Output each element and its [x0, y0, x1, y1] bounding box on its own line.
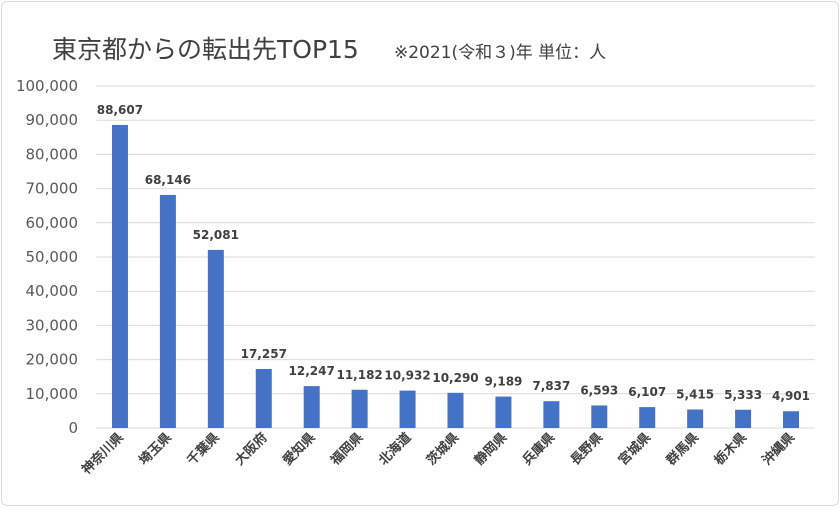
y-tick-label: 10,000	[26, 385, 79, 403]
bar	[207, 249, 224, 428]
bar	[591, 405, 608, 428]
data-label: 5,333	[724, 388, 762, 402]
y-tick-label: 90,000	[26, 111, 79, 129]
y-tick-label: 60,000	[26, 214, 79, 232]
bar	[111, 124, 128, 429]
data-label: 17,257	[241, 347, 287, 361]
y-tick-label: 50,000	[26, 248, 79, 266]
bars	[111, 124, 800, 429]
data-label: 7,837	[532, 379, 570, 393]
chart-title: 東京都からの転出先TOP15	[52, 35, 359, 64]
category-label: 千葉県	[184, 430, 223, 469]
data-label: 52,081	[193, 228, 239, 242]
bar	[783, 411, 800, 428]
data-label: 11,182	[336, 368, 382, 382]
bar	[735, 409, 752, 428]
category-label: 茨城県	[423, 430, 462, 469]
bar	[687, 409, 704, 428]
category-label: 福岡県	[327, 430, 367, 470]
bar	[447, 392, 464, 428]
y-tick-label: 100,000	[16, 77, 78, 95]
category-label: 兵庫県	[519, 430, 558, 469]
y-axis-ticks: 0 10,000 20,000 30,000 40,000 50,000 60,000 70,…	[16, 77, 78, 437]
data-label: 12,247	[289, 364, 335, 378]
category-label: 群馬県	[663, 430, 702, 469]
data-label: 88,607	[97, 103, 143, 117]
y-tick-label: 40,000	[26, 282, 79, 300]
data-label: 4,901	[772, 389, 810, 403]
bar	[303, 386, 320, 428]
category-label: 宮城県	[615, 430, 654, 469]
data-label: 6,593	[580, 383, 618, 397]
category-label: 沖縄県	[759, 430, 798, 469]
data-label: 68,146	[145, 173, 191, 187]
category-label: 大阪府	[232, 430, 271, 469]
bar	[159, 194, 176, 428]
category-label: 神奈川県	[79, 430, 127, 478]
y-tick-label: 70,000	[26, 180, 79, 198]
bar	[495, 396, 512, 428]
bar	[543, 401, 560, 428]
category-label: 埼玉県	[136, 430, 175, 469]
y-tick-label: 20,000	[26, 351, 79, 369]
category-label: 北海道	[375, 430, 414, 469]
data-label: 10,932	[384, 369, 430, 383]
chart-subtitle: ※2021(令和３)年 単位：人	[394, 43, 607, 63]
y-tick-label: 0	[68, 419, 78, 437]
x-axis-categories: 神奈川県 埼玉県 千葉県 大阪府 愛知県 福岡県 北海道 茨城県 静岡県 兵庫県 長野県 宮城県 群馬県…	[79, 430, 798, 478]
category-label: 静岡県	[471, 430, 510, 469]
data-label: 9,189	[484, 375, 522, 389]
bar	[351, 389, 368, 428]
bar	[255, 368, 272, 428]
data-label: 5,415	[676, 387, 714, 401]
y-tick-label: 30,000	[26, 316, 79, 334]
data-label: 10,290	[432, 371, 478, 385]
category-label: 長野県	[568, 430, 606, 468]
category-label: 愛知県	[280, 430, 319, 469]
bar	[639, 407, 656, 428]
data-label: 6,107	[628, 385, 666, 399]
y-tick-label: 80,000	[26, 145, 79, 163]
category-label: 栃木県	[711, 430, 750, 469]
bar	[399, 390, 416, 428]
